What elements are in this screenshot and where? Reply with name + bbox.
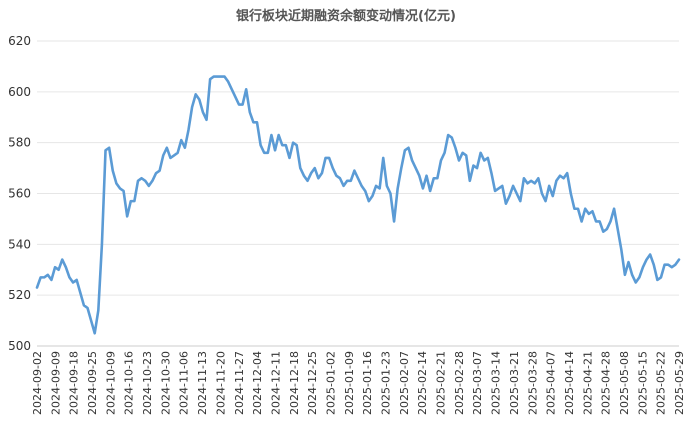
x-tick-label: 2025-03-28 xyxy=(526,351,539,415)
x-tick-label: 2025-01-16 xyxy=(361,351,374,415)
x-tick-label: 2025-05-22 xyxy=(655,351,668,415)
x-axis: 2024-09-02 2024-09-09 2024-09-18 2024-09-25… xyxy=(31,351,686,415)
y-tick-label: 620 xyxy=(8,34,31,48)
x-tick-label: 2024-10-09 xyxy=(104,351,117,415)
x-tick-label: 2024-12-25 xyxy=(306,351,319,415)
x-tick-label: 2025-01-02 xyxy=(324,351,337,415)
x-tick-label: 2025-02-14 xyxy=(416,351,429,415)
x-tick-label: 2025-01-23 xyxy=(380,351,393,415)
chart-title: 银行板块近期融资余额变动情况(亿元) xyxy=(236,8,456,24)
x-tick-label: 2025-02-28 xyxy=(453,351,466,415)
series-line xyxy=(35,75,681,335)
gridlines xyxy=(37,40,679,296)
x-tick-label: 2025-04-21 xyxy=(581,351,594,415)
x-tick-label: 2025-03-14 xyxy=(490,351,503,415)
y-tick-label: 500 xyxy=(8,339,31,353)
y-tick-label: 600 xyxy=(8,85,31,99)
x-tick-label: 2025-01-09 xyxy=(343,351,356,415)
x-tick-label: 2024-10-23 xyxy=(141,351,154,415)
x-tick-label: 2025-04-28 xyxy=(600,351,613,415)
y-tick-label: 580 xyxy=(8,136,31,150)
y-axis: 500 520 540 560 580 600 620 xyxy=(8,34,31,353)
x-tick-label: 2024-10-30 xyxy=(159,351,172,415)
x-tick-label: 2024-12-04 xyxy=(251,351,264,415)
x-tick-label: 2025-02-21 xyxy=(435,351,448,415)
x-tick-label: 2025-02-07 xyxy=(398,351,411,415)
y-tick-label: 540 xyxy=(8,237,31,251)
x-tick-label: 2024-10-16 xyxy=(123,351,136,415)
x-tick-label: 2025-03-07 xyxy=(471,351,484,415)
x-tick-label: 2025-05-08 xyxy=(618,351,631,415)
x-tick-label: 2024-09-25 xyxy=(86,351,99,415)
x-tick-label: 2025-05-15 xyxy=(636,351,649,415)
x-tick-label: 2024-09-02 xyxy=(31,351,44,415)
x-tick-label: 2025-04-07 xyxy=(545,351,558,415)
x-tick-label: 2024-09-09 xyxy=(49,351,62,415)
series-layer xyxy=(35,75,681,335)
x-tick-label: 2024-12-11 xyxy=(269,351,282,415)
x-tick-label: 2024-11-20 xyxy=(214,351,227,415)
x-tick-label: 2024-09-18 xyxy=(68,351,81,415)
x-tick-label: 2025-04-14 xyxy=(563,351,576,415)
x-tick-label: 2024-11-06 xyxy=(178,351,191,415)
y-tick-label: 520 xyxy=(8,288,31,302)
x-tick-label: 2024-11-27 xyxy=(233,351,246,415)
x-tick-label: 2025-03-21 xyxy=(508,351,521,415)
x-tick-label: 2025-05-29 xyxy=(673,351,686,415)
y-tick-label: 560 xyxy=(8,187,31,201)
x-tick-label: 2024-11-13 xyxy=(196,351,209,415)
x-tick-label: 2024-12-18 xyxy=(288,351,301,415)
